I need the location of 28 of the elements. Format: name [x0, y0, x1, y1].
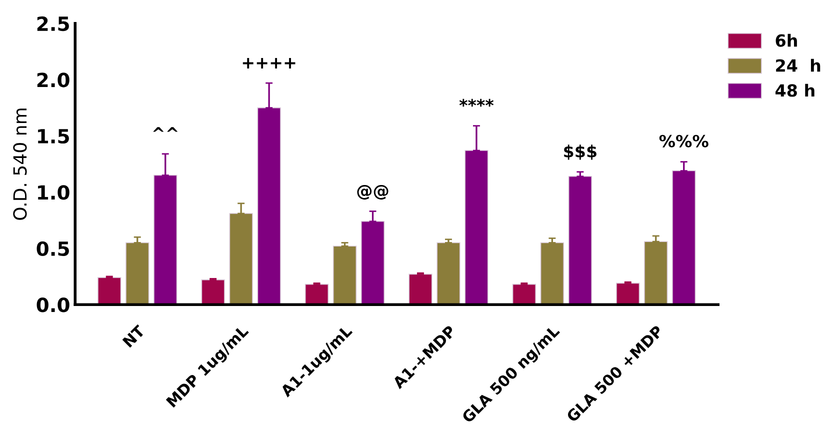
bar	[436, 242, 460, 305]
annotation: %%%	[659, 134, 708, 148]
bar	[304, 284, 329, 305]
bar	[126, 242, 150, 305]
y-axis-title: O.D. 540 nm	[13, 108, 27, 220]
y-tick-label: 0.5	[36, 241, 69, 256]
bar	[332, 246, 357, 305]
x-tick-label: NT	[122, 324, 146, 348]
annotation: @@	[357, 184, 388, 200]
legend-label: 48 h	[776, 84, 814, 97]
bar	[512, 284, 536, 305]
annotation: ****	[459, 98, 494, 107]
bar	[98, 277, 122, 305]
bar	[408, 274, 432, 305]
bar	[540, 242, 564, 305]
legend-label: 24 h	[776, 58, 820, 72]
bar	[568, 176, 592, 305]
annotation: $$$	[564, 144, 596, 160]
y-tick-label: 1.5	[38, 129, 69, 144]
annotation: ++++	[242, 58, 296, 68]
bar	[201, 279, 225, 305]
bar	[616, 282, 640, 305]
y-tick-label: 2.0	[37, 72, 70, 88]
annotation: ^^	[153, 127, 178, 132]
y-tick-label: 1.0	[38, 185, 70, 200]
legend-label: 6h	[776, 34, 797, 47]
y-tick-label: 0.0	[36, 298, 70, 312]
y-tick-label: 2.5	[37, 16, 69, 32]
